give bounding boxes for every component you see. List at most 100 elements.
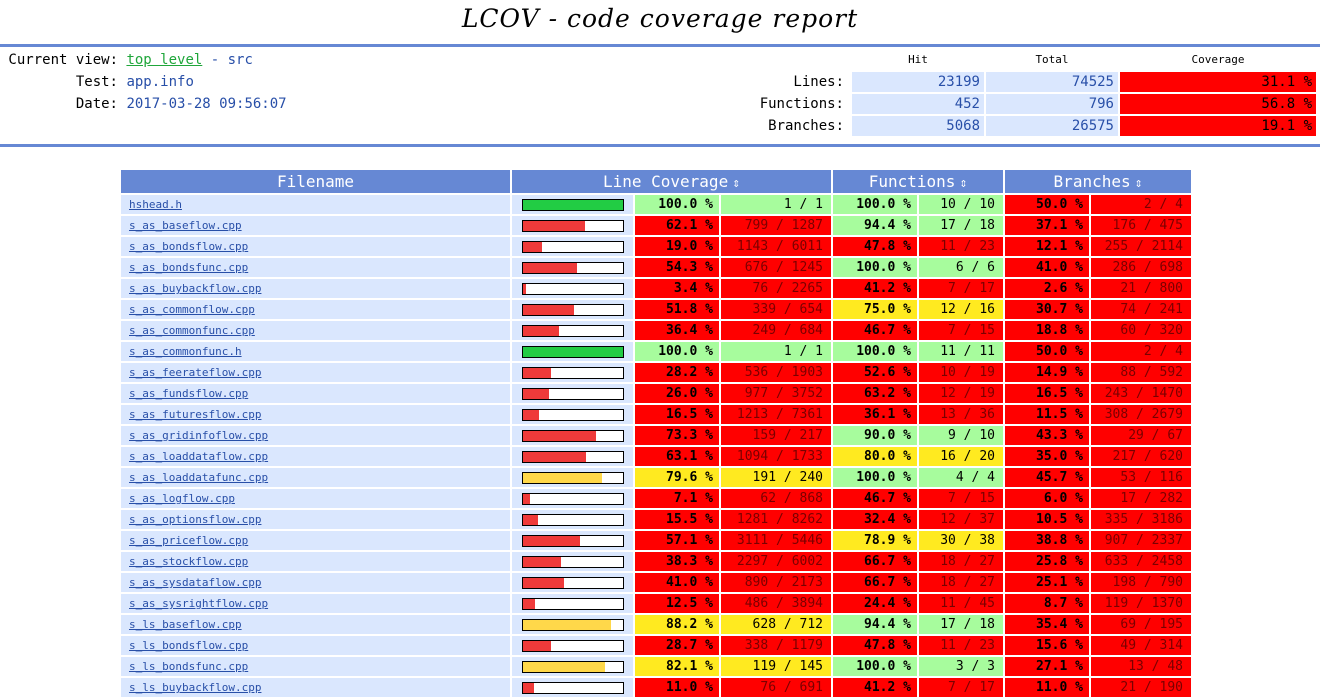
line-coverage-count: 1094 / 1733: [721, 447, 831, 466]
branch-coverage-count: 633 / 2458: [1091, 552, 1191, 571]
coverage-bar-cell: [512, 573, 633, 592]
branch-coverage-percent: 8.7 %: [1005, 594, 1089, 613]
table-row: s_as_feerateflow.cpp 28.2 % 536 / 1903 52.6…: [121, 363, 1191, 382]
line-coverage-percent: 28.2 %: [635, 363, 719, 382]
file-link[interactable]: s_as_commonfunc.h: [129, 345, 242, 358]
line-coverage-count: 799 / 1287: [721, 216, 831, 235]
file-link[interactable]: s_as_logflow.cpp: [129, 492, 235, 505]
file-link[interactable]: s_as_loaddataflow.cpp: [129, 450, 269, 463]
file-coverage-table: Filename Line Coverage ⇕ Functions ⇕ Branc…: [119, 168, 1193, 699]
filename-cell: s_as_fundsflow.cpp: [121, 384, 510, 403]
coverage-bar-cell: [512, 678, 633, 697]
branch-coverage-percent: 11.5 %: [1005, 405, 1089, 424]
coverage-bar-fill: [522, 514, 538, 525]
branch-coverage-count: 907 / 2337: [1091, 531, 1191, 550]
file-link[interactable]: s_ls_baseflow.cpp: [129, 618, 242, 631]
functions-header[interactable]: Functions ⇕: [833, 170, 1003, 193]
table-row: s_as_bondsfunc.cpp 54.3 % 676 / 1245 100.0 …: [121, 258, 1191, 277]
coverage-bar: [521, 450, 624, 463]
file-link[interactable]: s_as_commonflow.cpp: [129, 303, 255, 316]
test-row: Test: app.info: [0, 72, 194, 92]
function-coverage-count: 11 / 23: [919, 636, 1003, 655]
line-coverage-count: 339 / 654: [721, 300, 831, 319]
line-coverage-count: 62 / 868: [721, 489, 831, 508]
summary-branches-total: 26575: [986, 116, 1118, 136]
branches-header-label: Branches: [1053, 172, 1131, 191]
summary-functions-coverage: 56.8 %: [1120, 94, 1316, 114]
file-link[interactable]: s_ls_bondsflow.cpp: [129, 639, 249, 652]
line-coverage-count: 249 / 684: [721, 321, 831, 340]
branches-header[interactable]: Branches ⇕: [1005, 170, 1191, 193]
coverage-bar-fill: [522, 367, 551, 378]
coverage-bar-fill: [522, 493, 530, 504]
current-dir: src: [227, 52, 253, 68]
file-link[interactable]: s_as_baseflow.cpp: [129, 219, 242, 232]
filename-cell: s_as_bondsfunc.cpp: [121, 258, 510, 277]
branch-coverage-percent: 15.6 %: [1005, 636, 1089, 655]
file-link[interactable]: hshead.h: [129, 198, 182, 211]
table-row: s_as_baseflow.cpp 62.1 % 799 / 1287 94.4 % 1…: [121, 216, 1191, 235]
file-link[interactable]: s_ls_buybackflow.cpp: [129, 681, 262, 694]
function-coverage-percent: 100.0 %: [833, 342, 917, 361]
sort-icon[interactable]: ⇕: [732, 176, 741, 191]
line-coverage-percent: 28.7 %: [635, 636, 719, 655]
branch-coverage-percent: 6.0 %: [1005, 489, 1089, 508]
file-link[interactable]: s_as_bondsfunc.cpp: [129, 261, 249, 274]
header-divider: [0, 44, 1320, 47]
function-coverage-percent: 75.0 %: [833, 300, 917, 319]
function-coverage-count: 11 / 23: [919, 237, 1003, 256]
file-link[interactable]: s_as_optionsflow.cpp: [129, 513, 262, 526]
line-coverage-header[interactable]: Line Coverage ⇕: [512, 170, 831, 193]
line-coverage-count: 1281 / 8262: [721, 510, 831, 529]
branch-coverage-percent: 2.6 %: [1005, 279, 1089, 298]
file-link[interactable]: s_as_feerateflow.cpp: [129, 366, 262, 379]
file-link[interactable]: s_as_futuresflow.cpp: [129, 408, 262, 421]
file-link[interactable]: s_as_sysrightflow.cpp: [129, 597, 269, 610]
file-link[interactable]: s_as_priceflow.cpp: [129, 534, 249, 547]
top-level-link[interactable]: top level: [126, 52, 203, 68]
coverage-bar-fill: [522, 556, 561, 567]
coverage-bar: [521, 513, 624, 526]
branch-coverage-percent: 38.8 %: [1005, 531, 1089, 550]
coverage-bar: [521, 408, 624, 421]
line-coverage-percent: 15.5 %: [635, 510, 719, 529]
file-link[interactable]: s_as_buybackflow.cpp: [129, 282, 262, 295]
coverage-bar-fill: [522, 472, 603, 483]
file-link[interactable]: s_as_stockflow.cpp: [129, 555, 249, 568]
branch-coverage-percent: 18.8 %: [1005, 321, 1089, 340]
coverage-bar-fill: [522, 619, 611, 630]
coverage-bar: [521, 660, 624, 673]
line-coverage-count: 76 / 2265: [721, 279, 831, 298]
coverage-bar: [521, 282, 624, 295]
filename-header-label: Filename: [276, 172, 355, 191]
coverage-bar-cell: [512, 594, 633, 613]
function-coverage-percent: 47.8 %: [833, 636, 917, 655]
line-coverage-percent: 82.1 %: [635, 657, 719, 676]
line-coverage-count: 119 / 145: [721, 657, 831, 676]
branch-coverage-count: 60 / 320: [1091, 321, 1191, 340]
function-coverage-percent: 47.8 %: [833, 237, 917, 256]
function-coverage-count: 11 / 45: [919, 594, 1003, 613]
file-link[interactable]: s_as_fundsflow.cpp: [129, 387, 249, 400]
sort-icon[interactable]: ⇕: [1134, 176, 1143, 191]
file-link[interactable]: s_ls_bondsfunc.cpp: [129, 660, 249, 673]
coverage-bar-cell: [512, 258, 633, 277]
file-link[interactable]: s_as_gridinfoflow.cpp: [129, 429, 269, 442]
filename-cell: s_as_bondsflow.cpp: [121, 237, 510, 256]
view-separator: -: [202, 52, 228, 68]
branch-coverage-count: 119 / 1370: [1091, 594, 1191, 613]
date-label: Date:: [75, 96, 118, 112]
file-link[interactable]: s_as_sysdataflow.cpp: [129, 576, 262, 589]
summary-coverage-header: Coverage: [1191, 53, 1245, 66]
filename-header[interactable]: Filename: [121, 170, 510, 193]
sort-icon[interactable]: ⇕: [959, 176, 968, 191]
file-link[interactable]: s_as_loaddatafunc.cpp: [129, 471, 269, 484]
line-coverage-percent: 36.4 %: [635, 321, 719, 340]
file-link[interactable]: s_as_bondsflow.cpp: [129, 240, 249, 253]
coverage-bar-fill: [522, 535, 580, 546]
functions-header-label: Functions: [868, 172, 956, 191]
file-link[interactable]: s_as_commonfunc.cpp: [129, 324, 255, 337]
branch-coverage-percent: 45.7 %: [1005, 468, 1089, 487]
line-coverage-count: 486 / 3894: [721, 594, 831, 613]
date-value: 2017-03-28 09:56:07: [126, 96, 287, 112]
